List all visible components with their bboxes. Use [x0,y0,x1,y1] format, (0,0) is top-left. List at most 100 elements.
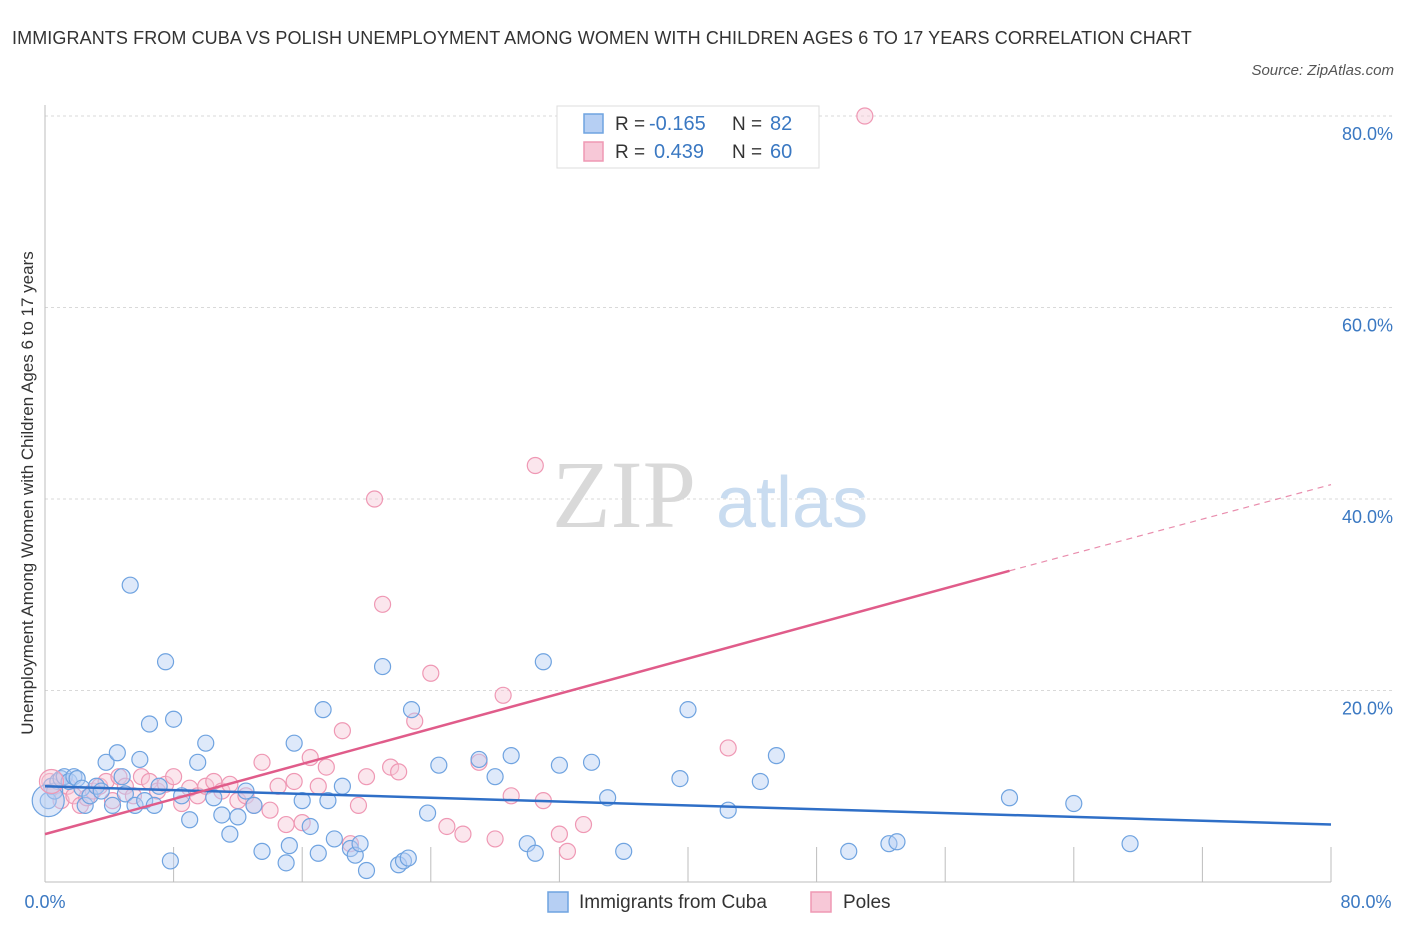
point-cuba [97,753,115,771]
point-poles [309,777,327,795]
point-poles [277,815,295,834]
point-cuba [373,657,392,676]
stats-n-label-cuba: N = [732,114,762,135]
point-cuba [245,796,263,815]
x-axis-ticks [44,847,1332,882]
point-cuba [285,734,303,752]
point-cuba [229,808,247,826]
y-axis-tick-labels: 20.0% 40.0% 60.0% 80.0% [1342,124,1393,719]
y-tick-label: 40.0% [1342,507,1393,527]
point-poles [494,686,512,704]
point-cuba [351,835,369,853]
point-poles [382,758,400,776]
point-cuba [309,844,327,862]
point-cuba [671,769,689,788]
point-cuba [319,792,337,810]
point-poles [454,825,472,843]
point-cuba [221,825,239,843]
point-poles-cluster [38,768,65,795]
point-cuba [161,852,179,870]
point-poles [165,768,183,786]
stats-n-value-cuba: 82 [770,113,792,135]
source-label: Source: ZipAtlas.com [1251,62,1394,79]
stats-r-label-cuba: R = [615,114,645,135]
point-cuba [280,837,298,855]
point-poles [349,796,368,815]
point-poles [317,758,335,776]
point-cuba [840,842,858,860]
point-cuba [394,852,413,870]
trend-line-cuba [44,785,1332,826]
point-poles [333,722,351,740]
gridlines [45,115,1392,691]
point-poles [719,739,737,757]
point-cuba [418,804,437,822]
point-cuba [534,653,552,671]
y-axis-title: Unemployment Among Women with Children A… [18,251,37,735]
point-cuba [213,806,231,824]
point-cuba [140,715,159,733]
point-cuba [197,734,215,752]
point-cuba [615,842,633,860]
point-cuba [165,710,183,728]
legend-swatch-poles [810,891,832,913]
point-poles [438,817,456,836]
point-poles [293,814,311,832]
point-cuba [76,796,94,815]
stats-r-value-poles: 0.439 [654,141,704,163]
point-cuba [526,844,544,862]
point-cuba [430,756,448,774]
point-cuba [751,772,769,791]
point-poles [285,772,303,791]
point-cuba [582,753,601,771]
point-poles [253,753,271,771]
trend-line-poles [44,569,1010,836]
point-poles [390,763,408,781]
point-cuba [1065,794,1083,813]
point-cuba [679,701,697,719]
stats-swatch-poles [583,141,604,162]
point-poles [558,842,577,860]
point-cuba [103,796,122,815]
point-cuba [1000,789,1019,807]
point-cuba [301,817,319,836]
legend-label-poles: Poles [843,892,891,913]
point-cuba [150,777,168,795]
point-cuba [888,833,906,851]
legend-swatch-cuba [547,891,569,913]
legend: Immigrants from Cuba Poles [547,891,891,913]
point-cuba [470,750,488,769]
point-cuba [92,782,110,800]
point-cuba [131,750,149,769]
point-poles [132,768,151,786]
point-cuba [181,811,199,829]
point-poles [574,815,593,834]
x-tick-label-min: 0.0% [24,892,65,912]
point-poles [422,664,440,682]
point-poles [365,490,384,508]
point-cuba [293,792,311,810]
point-poles [856,107,874,125]
chart-title: IMMIGRANTS FROM CUBA VS POLISH UNEMPLOYM… [12,28,1192,48]
stats-r-value-cuba: -0.165 [649,113,706,135]
trend-lines [44,484,1332,836]
point-cuba [502,747,520,765]
point-poles [373,595,392,613]
point-cuba [1121,835,1139,853]
point-poles [526,456,544,475]
point-cuba [205,789,223,807]
point-cuba [113,768,131,786]
stats-r-label-poles: R = [615,142,645,163]
point-cuba [189,753,207,771]
y-tick-label: 60.0% [1342,316,1393,336]
point-poles [97,772,115,791]
x-tick-label-max: 80.0% [1340,892,1391,912]
y-tick-label: 80.0% [1342,124,1393,144]
watermark-atlas-text: atlas [716,463,868,543]
point-cuba [253,842,271,860]
stats-box: R = -0.165 N = 82 R = 0.439 N = 60 [556,105,820,169]
stats-swatch-cuba [583,113,604,134]
point-poles [486,830,504,848]
trend-line-poles-extension [1009,484,1332,572]
